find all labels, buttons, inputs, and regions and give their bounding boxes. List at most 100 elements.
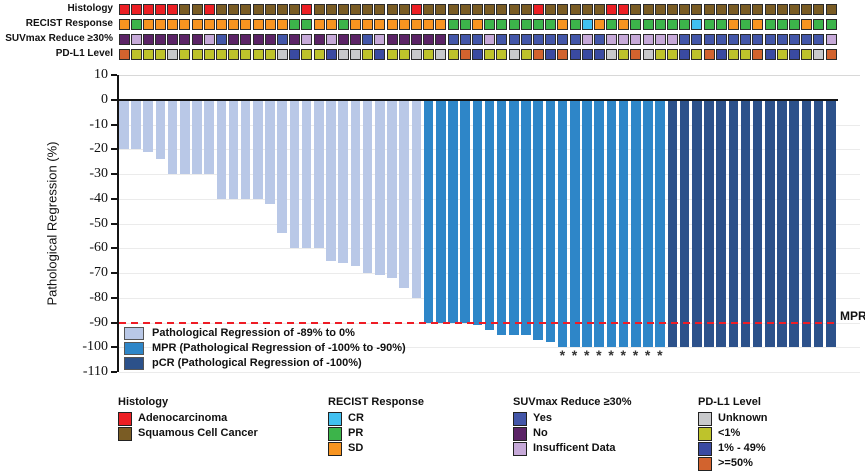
track-square [752,34,764,45]
track-square [325,34,337,45]
track-square [155,19,167,30]
track-square [801,49,813,60]
track-square [569,49,581,60]
track-square [398,34,410,45]
regression-bar [533,100,544,340]
track-square [411,4,423,15]
track-square [216,34,228,45]
track-square [801,4,813,15]
track-square [703,19,715,30]
track-square [484,4,496,15]
track-square [508,19,520,30]
track-square [825,34,837,45]
track-square [728,4,739,15]
regression-bar [801,100,812,348]
track-square [569,19,581,30]
track-square [740,19,752,30]
track-square [801,19,813,30]
track-square [654,4,666,15]
track-square [362,19,374,30]
track-square [654,34,666,45]
track-square [228,19,240,30]
track-square [508,49,520,60]
track-square [447,49,459,60]
plot-legend-swatch [124,342,144,355]
track-square [252,19,264,30]
track-square [386,4,398,15]
significance-asterisk: * [632,347,639,364]
legend-title: PD-L1 Level [698,396,761,408]
y-tick-mark [111,272,117,274]
track-square [362,49,374,60]
track-square [484,19,496,30]
regression-bar [423,100,434,323]
gridline [118,372,860,373]
track-square [155,4,167,15]
track-square [264,4,276,15]
regression-bar [301,100,312,249]
y-tick-label: -20 [89,141,108,157]
track-square [545,4,557,15]
track-square [167,34,179,45]
track-square [374,49,386,60]
regression-bar [192,100,202,174]
track-square [435,49,447,60]
regression-bar [460,100,470,323]
track-square [472,4,483,15]
track-square [191,4,203,15]
regression-bar [509,100,519,335]
track-square [764,4,776,15]
track-square [618,34,630,45]
track-square [545,49,557,60]
track-square [118,4,130,15]
track-square [618,49,630,60]
track-square [667,49,679,60]
track-square [264,49,276,60]
track-square [362,4,374,15]
track-square [776,34,788,45]
track-square [715,4,727,15]
regression-bar [570,100,580,348]
track-square [447,34,459,45]
track-square [118,19,130,30]
track-square [179,34,191,45]
regression-bar [167,100,178,174]
track-square [813,19,825,30]
regression-bar [350,100,361,266]
track-square [130,49,142,60]
regression-bar [582,100,592,348]
y-tick-label: -60 [89,240,108,256]
track-label: RECIST Response [25,18,113,29]
track-square [606,4,618,15]
track-square [581,4,593,15]
track-label: PD-L1 Level [55,48,113,59]
track-square [142,34,154,45]
legend-swatch [698,442,712,456]
track-square [289,49,301,60]
regression-bar [374,100,385,276]
regression-bar [813,100,824,348]
track-square [398,49,410,60]
regression-bar [314,100,324,249]
track-square [618,19,630,30]
track-square [581,19,593,30]
y-tick-mark [111,346,117,349]
track-square [472,49,483,60]
track-square [301,19,313,30]
legend-swatch [118,427,132,441]
legend-label: <1% [718,427,741,439]
track-square [606,49,618,60]
track-square [240,19,252,30]
track-square [325,19,337,30]
track-square [374,19,386,30]
y-tick-mark [111,321,117,324]
regression-bar [204,100,214,174]
track-square [618,4,630,15]
y-tick-mark [111,148,117,151]
track-square [191,49,203,60]
regression-bar [606,100,617,348]
track-square [289,34,301,45]
track-square [813,34,825,45]
track-square [447,4,459,15]
track-square [228,4,240,15]
